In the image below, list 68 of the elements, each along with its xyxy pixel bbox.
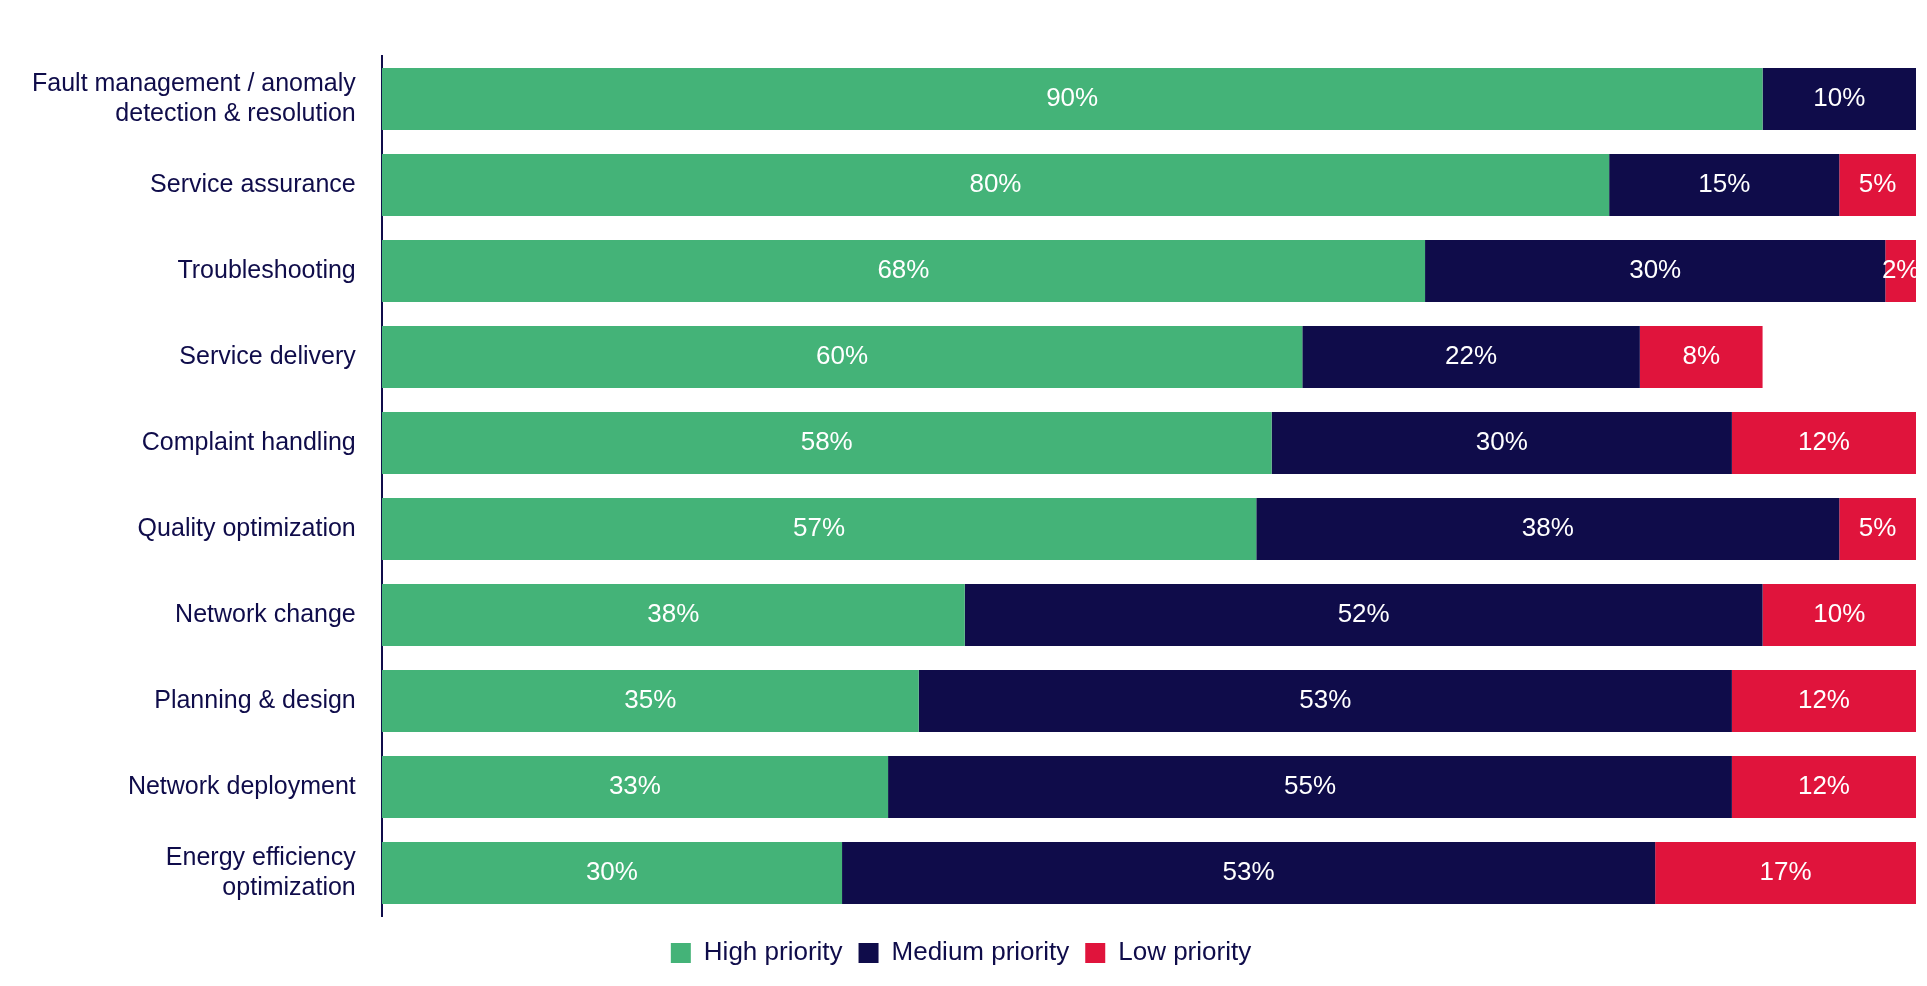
- data-label: 17%: [1759, 856, 1812, 887]
- data-label: 55%: [1283, 770, 1337, 801]
- bar: [381, 498, 1257, 560]
- bar: [1639, 326, 1763, 388]
- data-label: 15%: [1698, 168, 1751, 199]
- legend-label: Low priority: [1118, 936, 1252, 967]
- data-label: 22%: [1445, 340, 1498, 371]
- data-label: 52%: [1337, 598, 1390, 629]
- data-label: 30%: [585, 856, 638, 887]
- y-tick-label: Quality optimization: [137, 512, 356, 541]
- bar: [964, 584, 1763, 646]
- data-label: 8%: [1682, 340, 1720, 371]
- data-label: 10%: [1813, 82, 1866, 113]
- data-label: 30%: [1475, 426, 1528, 457]
- data-label: 35%: [624, 684, 677, 715]
- legend-label: Medium priority: [891, 936, 1070, 967]
- data-label: 57%: [793, 512, 846, 543]
- y-tick-label: Service assurance: [150, 168, 356, 197]
- data-label: 10%: [1813, 598, 1866, 629]
- y-tick-label: Fault management / anomaly detection & resolution: [32, 67, 357, 126]
- bar: [1655, 842, 1916, 904]
- data-label: 53%: [1299, 684, 1352, 715]
- y-tick-label: Troubleshooting: [177, 254, 356, 283]
- data-label: 30%: [1629, 254, 1682, 285]
- data-label: 68%: [877, 254, 930, 285]
- bar: [918, 670, 1732, 732]
- data-label: 60%: [816, 340, 869, 371]
- bar: [888, 756, 1732, 818]
- y-tick-label: Network change: [175, 598, 356, 627]
- bar: [842, 842, 1656, 904]
- bar: [381, 584, 965, 646]
- y-tick-label: Network deployment: [127, 770, 356, 799]
- bar: [381, 154, 1610, 216]
- data-label: 5%: [1858, 512, 1897, 543]
- data-label: 38%: [647, 598, 700, 629]
- bar: [1839, 498, 1916, 560]
- data-label: 12%: [1797, 684, 1850, 715]
- bar: [1731, 756, 1916, 818]
- bar: [1256, 498, 1840, 560]
- bar: [1762, 584, 1916, 646]
- data-label: 12%: [1797, 426, 1850, 457]
- bar: [1302, 326, 1640, 388]
- bar: [1762, 68, 1916, 130]
- bar: [1609, 154, 1840, 216]
- legend-label: High priority: [703, 936, 843, 967]
- bar: [381, 326, 1303, 388]
- data-label: 5%: [1858, 168, 1897, 199]
- bar: [1731, 412, 1916, 474]
- data-label: 90%: [1046, 82, 1099, 113]
- y-tick-label: Service delivery: [179, 340, 357, 369]
- data-label: 38%: [1521, 512, 1574, 543]
- bar: [381, 240, 1426, 302]
- bar: [1271, 412, 1732, 474]
- y-tick-label: Planning & design: [154, 684, 356, 713]
- bar: [1839, 154, 1916, 216]
- data-label: 12%: [1797, 770, 1850, 801]
- data-label: 80%: [969, 168, 1022, 199]
- bar: [1731, 670, 1916, 732]
- data-label: 53%: [1222, 856, 1275, 887]
- data-label: 58%: [800, 426, 853, 457]
- bar: [381, 756, 889, 818]
- bar: [381, 68, 1763, 130]
- y-tick-label: Energy efficiency optimization: [165, 841, 357, 900]
- data-label: 33%: [608, 770, 661, 801]
- y-tick-label: Complaint handling: [141, 426, 356, 455]
- bar: [381, 842, 843, 904]
- bar: [381, 670, 919, 732]
- bar: [381, 412, 1272, 474]
